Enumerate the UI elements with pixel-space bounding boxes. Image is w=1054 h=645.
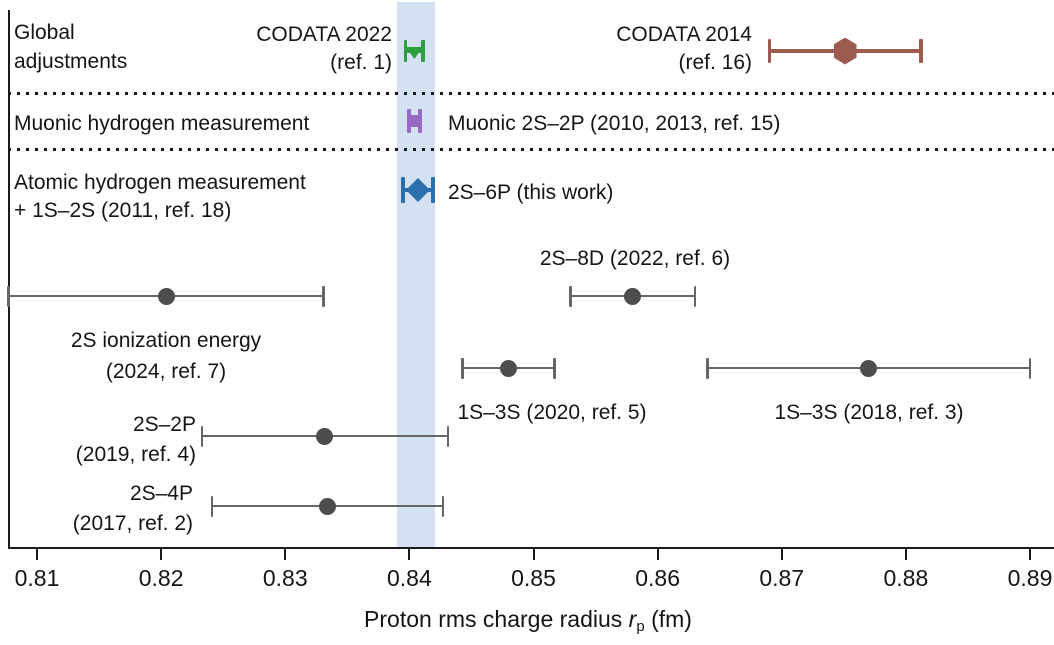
point-label-line: (ref. 1)	[330, 51, 392, 74]
x-axis-unit: (fm)	[644, 606, 692, 632]
error-bar-cap	[553, 357, 556, 379]
point-label-line: 2S–8D (2022, ref. 6)	[539, 247, 731, 270]
point-label-line: 2S–2P	[132, 413, 196, 436]
x-tick	[284, 548, 287, 560]
error-bar-cap	[210, 495, 214, 517]
data-point-marker-codata-2014	[833, 37, 857, 65]
point-label-line: 2S ionization energy	[70, 329, 262, 352]
error-bar-cap	[919, 39, 923, 63]
point-label-line: 1S–3S (2018, ref. 3)	[774, 401, 964, 424]
error-bar-cap	[441, 495, 445, 517]
x-tick	[656, 548, 659, 560]
x-tick	[408, 548, 411, 560]
x-tick-label: 0.89	[1007, 565, 1053, 591]
point-label-line: (2024, ref. 7)	[105, 360, 227, 383]
error-bar-cap	[693, 285, 697, 307]
point-label-line: 1S–3S (2020, ref. 5)	[457, 401, 647, 424]
x-tick-label: 0.88	[883, 565, 929, 591]
point-label-line: CODATA 2022	[256, 23, 392, 46]
section-label-global-adjustments: Global adjustments	[14, 18, 127, 76]
x-axis-symbol: r	[628, 606, 637, 632]
error-bar-cap	[403, 40, 408, 62]
x-tick	[532, 548, 535, 560]
error-bar-cap	[767, 39, 772, 63]
x-tick-label: 0.86	[635, 565, 681, 591]
left-axis-spine	[8, 10, 10, 548]
point-label-muonic-2s2p: Muonic 2S–2P (2010, 2013, ref. 15)	[448, 110, 780, 138]
x-axis-subscript: p	[636, 618, 645, 635]
section-label-line: Atomic hydrogen measurement	[14, 171, 306, 194]
point-label-2s4p-2017: 2S–4P (2017, ref. 2)	[73, 479, 193, 539]
point-label-line: 2S–4P	[129, 482, 193, 505]
error-bar-cap	[430, 177, 435, 203]
x-tick	[36, 548, 38, 560]
point-label-codata-2014: CODATA 2014 (ref. 16)	[616, 21, 752, 77]
section-divider	[8, 92, 1054, 95]
bottom-axis-spine	[8, 547, 1054, 549]
x-tick	[160, 548, 163, 560]
x-tick-label: 0.81	[14, 565, 60, 591]
section-label-line: Muonic hydrogen measurement	[14, 112, 310, 135]
point-label-1s3s-2020: 1S–3S (2020, ref. 5)	[457, 399, 646, 427]
error-bar-cap	[322, 285, 326, 307]
section-label-line: + 1S–2S (2011, ref. 18)	[14, 199, 232, 222]
point-label-codata-2022: CODATA 2022 (ref. 1)	[256, 21, 392, 77]
error-bar-cap	[7, 285, 10, 307]
x-tick	[904, 548, 907, 560]
error-bar-cap	[705, 357, 709, 379]
data-point-marker-1s3s-2018	[860, 359, 878, 377]
point-label-line: (2019, ref. 4)	[75, 443, 196, 466]
x-tick-label: 0.85	[511, 565, 556, 591]
x-tick-label: 0.82	[138, 565, 184, 591]
data-point-marker-muonic-2s2p	[409, 115, 419, 127]
error-bar-cap	[446, 425, 450, 447]
x-axis-label-text: Proton rms charge radius	[364, 606, 629, 632]
error-bar-cap	[418, 109, 422, 133]
error-bar-cap	[401, 177, 406, 203]
muonic-value-band	[396, 2, 436, 548]
section-label-line: adjustments	[14, 50, 128, 73]
error-bar-cap	[407, 109, 411, 133]
section-label-muonic-hydrogen: Muonic hydrogen measurement	[14, 110, 309, 138]
point-label-line: CODATA 2014	[616, 23, 752, 46]
error-bar-cap	[461, 357, 465, 379]
point-label-line: Muonic 2S–2P (2010, 2013, ref. 15)	[448, 112, 781, 135]
x-tick	[780, 548, 783, 560]
data-point-marker-1s3s-2020	[500, 359, 518, 377]
point-label-1s3s-2018: 1S–3S (2018, ref. 3)	[774, 399, 963, 427]
x-axis-label: Proton rms charge radius rp (fm)	[364, 606, 692, 635]
x-tick-label: 0.84	[386, 565, 432, 591]
point-label-2s8d-2022: 2S–8D (2022, ref. 6)	[540, 245, 730, 273]
point-label-2s6p-this-work: 2S–6P (this work)	[448, 179, 613, 207]
section-label-line: Global	[14, 21, 75, 44]
point-label-2s-ionization-2024: 2S ionization energy (2024, ref. 7)	[71, 325, 261, 387]
x-tick-label: 0.87	[759, 565, 805, 591]
section-label-atomic-hydrogen: Atomic hydrogen measurement + 1S–2S (2011…	[14, 169, 306, 225]
error-bar-cap	[421, 40, 425, 62]
error-bar-cap	[569, 285, 573, 307]
section-divider	[8, 148, 1054, 151]
point-label-line: 2S–6P (this work)	[448, 181, 614, 204]
data-point-marker-2s8d-2022	[624, 287, 642, 305]
data-point-marker-2s-ionization-2024	[157, 287, 175, 305]
data-point-marker-2s2p-2019	[316, 427, 334, 445]
error-bar-cap	[1028, 357, 1032, 379]
point-label-2s2p-2019: 2S–2P (2019, ref. 4)	[76, 410, 196, 470]
x-tick	[1029, 548, 1031, 560]
x-tick-label: 0.83	[262, 565, 308, 591]
point-label-line: (2017, ref. 2)	[72, 512, 193, 535]
data-point-marker-2s4p-2017	[318, 497, 336, 515]
error-bar-cap	[200, 425, 204, 447]
point-label-line: (ref. 16)	[678, 51, 752, 74]
